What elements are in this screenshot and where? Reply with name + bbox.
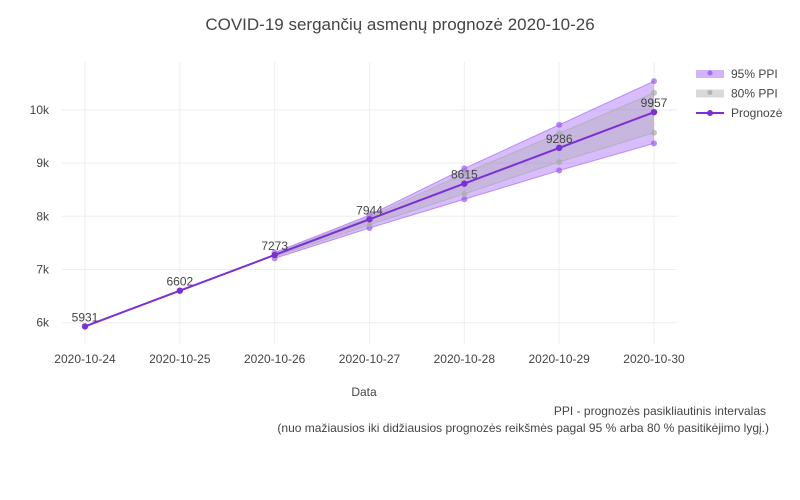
band-marker: [651, 89, 657, 96]
forecast-data-label: 6602: [166, 275, 193, 289]
forecast-point: [271, 251, 278, 259]
x-tick-label: 2020-10-28: [434, 352, 496, 366]
forecast-point: [176, 287, 184, 294]
forecast-point: [366, 216, 373, 223]
band-marker: [651, 78, 657, 85]
y-tick-label: 8k: [36, 209, 50, 223]
x-tick-label: 2020-10-24: [54, 352, 116, 366]
legend-label: Prognozė: [731, 106, 783, 120]
forecast-point: [461, 180, 468, 187]
band-marker: [556, 130, 563, 137]
forecast-point: [555, 144, 563, 152]
band-marker: [556, 159, 563, 166]
note-line-1: PPI - prognozės pasikliautinis intervala…: [554, 404, 766, 418]
x-tick-label: 2020-10-25: [149, 352, 211, 366]
band-marker: [461, 165, 468, 172]
y-tick-label: 6k: [36, 316, 50, 330]
forecast-data-label: 5931: [72, 310, 99, 324]
forecast-point: [81, 323, 89, 330]
band-marker: [461, 170, 468, 177]
y-tick-label: 9k: [36, 156, 50, 170]
legend-swatch-marker: [707, 90, 713, 95]
forecast-point: [650, 108, 658, 116]
band-marker: [556, 167, 563, 174]
legend[interactable]: 95% PPI 80% PPI Prognozė: [696, 67, 783, 120]
legend-label: 95% PPI: [731, 67, 778, 81]
y-tick-label: 10k: [30, 103, 50, 117]
axes: 2020-10-24 2020-10-25 2020-10-26 2020-10-27…: [30, 103, 685, 366]
forecast-data-label: 9286: [546, 132, 573, 146]
y-tick-label: 7k: [36, 263, 50, 277]
legend-swatch-marker: [707, 70, 713, 76]
forecast-data-label: 7944: [356, 203, 383, 217]
x-tick-label: 2020-10-30: [623, 352, 685, 366]
x-tick-label: 2020-10-27: [339, 352, 401, 366]
forecast-line-layer: 5931 6602 7273 7944 8615 9286 9957: [72, 96, 668, 330]
band-marker: [651, 140, 657, 147]
x-tick-label: 2020-10-29: [528, 352, 590, 366]
note-line-2: (nuo mažiausios iki didžiausios prognozė…: [277, 421, 769, 435]
band-marker: [461, 190, 468, 197]
legend-swatch-marker: [707, 110, 713, 116]
forecast-data-label: 7273: [261, 239, 288, 253]
x-axis-title: Data: [351, 385, 377, 399]
band-marker: [556, 121, 563, 128]
band-marker: [651, 129, 657, 136]
chart-title: COVID-19 sergančių asmenų prognozė 2020-…: [205, 15, 594, 34]
forecast-data-label: 9957: [641, 96, 668, 110]
band-marker: [461, 196, 468, 203]
forecast-data-label: 8615: [451, 168, 478, 182]
band-marker: [366, 221, 373, 228]
x-tick-label: 2020-10-26: [244, 352, 306, 366]
legend-label: 80% PPI: [731, 87, 778, 101]
